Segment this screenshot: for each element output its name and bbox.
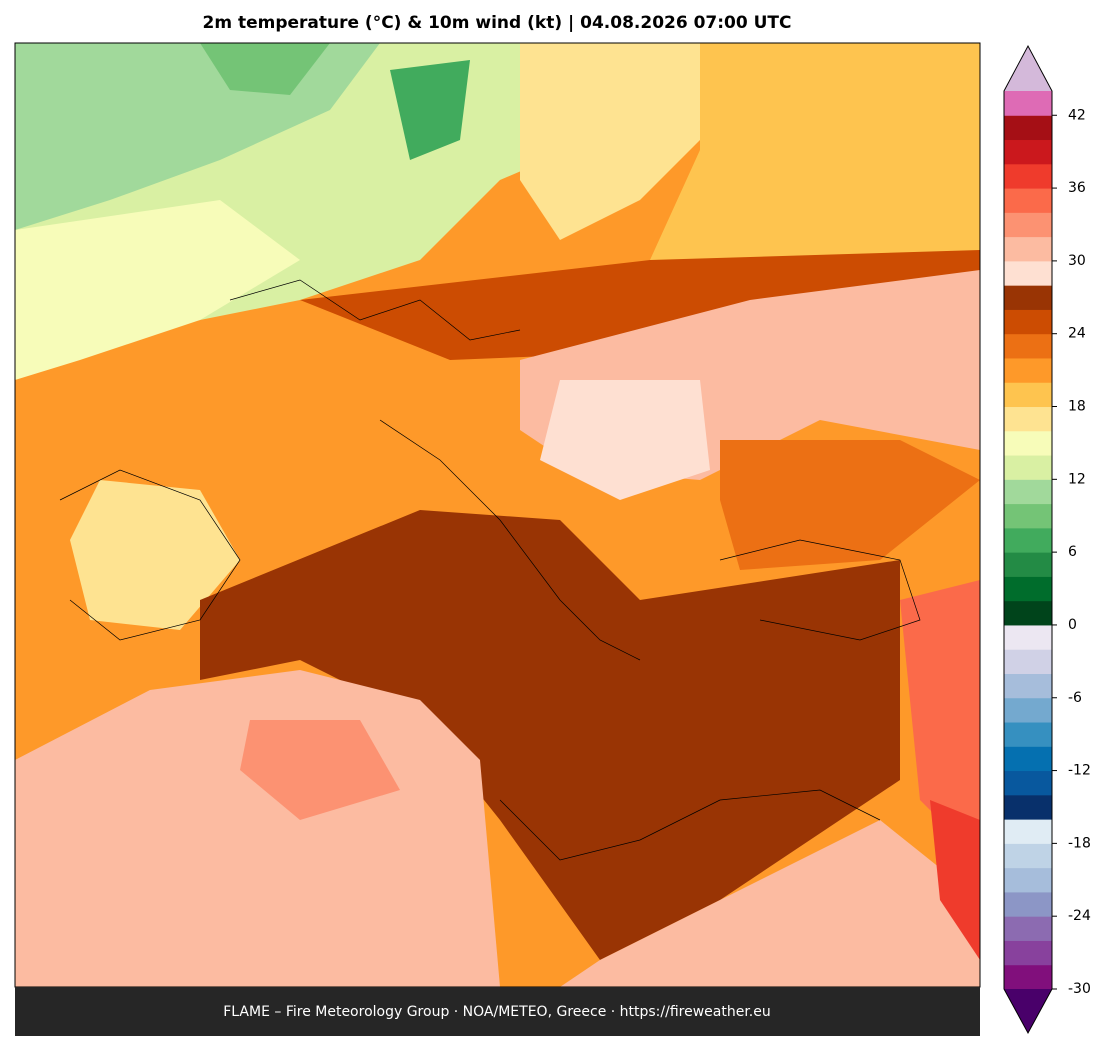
colorbar-band <box>1004 285 1052 310</box>
colorbar-band <box>1004 697 1052 723</box>
colorbar-band <box>1004 382 1052 408</box>
colorbar-band <box>1004 260 1052 286</box>
colorbar-band <box>1004 479 1052 505</box>
colorbar-band <box>1004 843 1052 869</box>
colorbar-tick-label: 18 <box>1068 399 1086 415</box>
colorbar-tick-label: 30 <box>1068 253 1086 269</box>
colorbar-tick-label: -30 <box>1068 981 1091 997</box>
colorbar-band <box>1004 794 1052 820</box>
colorbar-band <box>1004 212 1052 238</box>
colorbar-band <box>1004 430 1052 456</box>
colorbar-band <box>1004 406 1052 432</box>
colorbar-band <box>1004 600 1052 626</box>
colorbar-tick-label: 6 <box>1068 544 1077 560</box>
colorbar-band <box>1004 722 1052 747</box>
colorbar-band <box>1004 576 1052 602</box>
colorbar-band <box>1004 527 1052 553</box>
colorbar: -30 -24 -18 -12 -6 0 6 12 18 24 30 36 42 <box>1003 44 1091 1035</box>
map <box>14 42 981 988</box>
colorbar-band <box>1004 139 1052 165</box>
colorbar-band <box>1004 357 1052 383</box>
colorbar-band <box>1004 624 1052 650</box>
colorbar-band <box>1004 333 1052 359</box>
colorbar-band <box>1004 940 1052 966</box>
map-title: 2m temperature (°C) & 10m wind (kt) | 04… <box>202 13 791 33</box>
colorbar-band <box>1004 867 1052 893</box>
colorbar-tick-label: -12 <box>1068 763 1091 779</box>
colorbar-tick-label: 42 <box>1068 107 1086 123</box>
colorbar-band <box>1004 819 1052 844</box>
colorbar-tick-label: 36 <box>1068 180 1086 196</box>
colorbar-band <box>1004 503 1052 529</box>
colorbar-band <box>1004 455 1052 480</box>
colorbar-band <box>1004 115 1052 141</box>
colorbar-band <box>1004 552 1052 577</box>
colorbar-tick-label: -18 <box>1068 835 1091 851</box>
footer-bar <box>15 987 980 1036</box>
colorbar-tick-label: -6 <box>1068 690 1082 706</box>
colorbar-band <box>1004 236 1052 262</box>
colorbar-band <box>1004 188 1052 213</box>
colorbar-band <box>1004 673 1052 699</box>
colorbar-tick-label: 0 <box>1068 617 1077 633</box>
colorbar-tick-label: 24 <box>1068 326 1086 342</box>
colorbar-band <box>1004 916 1052 941</box>
colorbar-band <box>1004 649 1052 674</box>
colorbar-band <box>1004 891 1052 917</box>
colorbar-extend-min <box>1004 989 1052 1033</box>
colorbar-band <box>1004 91 1052 116</box>
colorbar-band <box>1004 770 1052 796</box>
colorbar-band <box>1004 746 1052 772</box>
colorbar-band <box>1004 163 1052 189</box>
colorbar-band <box>1004 964 1052 990</box>
footer-text: FLAME – Fire Meteorology Group · NOA/MET… <box>223 1004 771 1020</box>
colorbar-band <box>1004 309 1052 335</box>
colorbar-tick-label: 12 <box>1068 471 1086 487</box>
colorbar-tick-label: -24 <box>1068 908 1091 924</box>
colorbar-extend-max <box>1004 46 1052 91</box>
